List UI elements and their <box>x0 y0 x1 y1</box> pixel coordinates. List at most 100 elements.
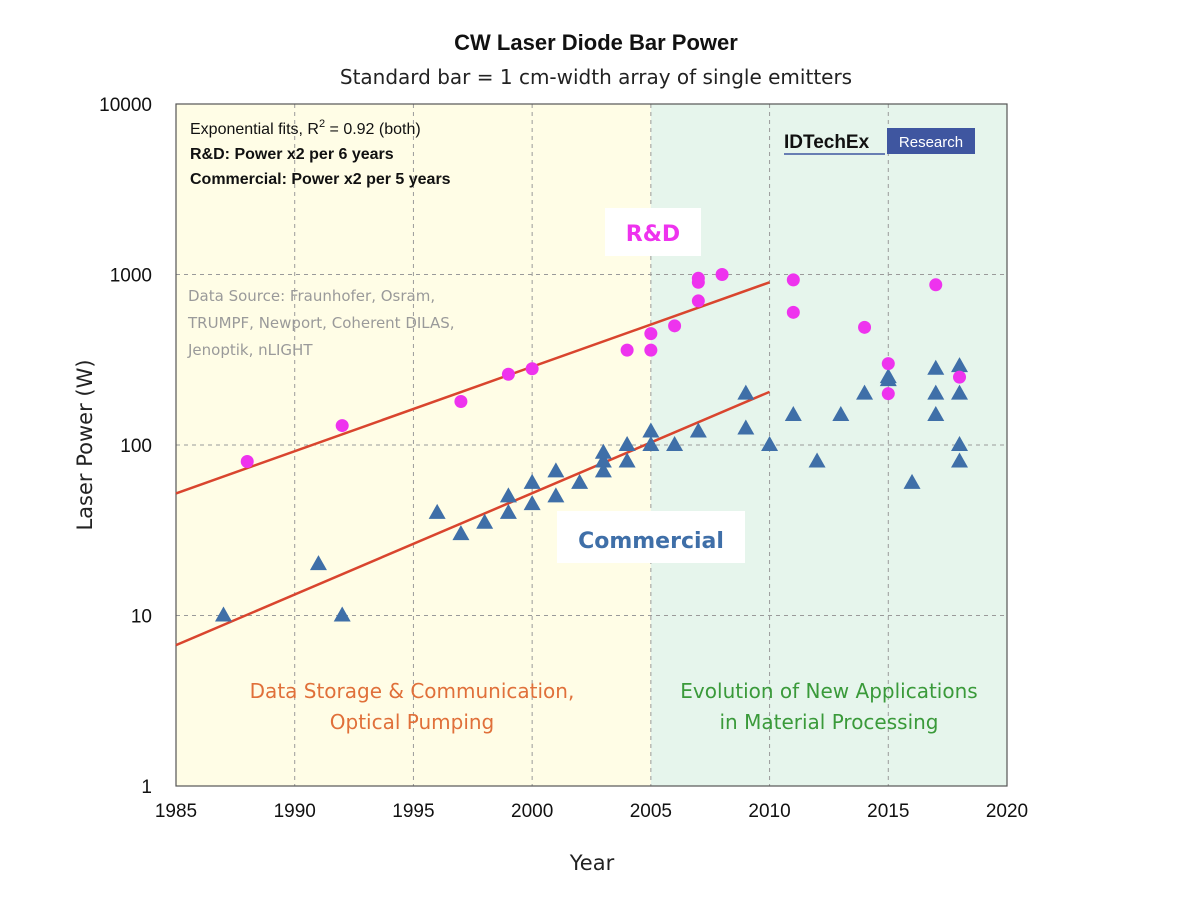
commercial-point <box>927 405 945 421</box>
fit-line <box>175 281 770 495</box>
commercial-label-box <box>557 511 745 563</box>
commercial-point <box>737 384 755 400</box>
fit-line <box>175 390 771 647</box>
commercial-point <box>428 503 446 519</box>
commercial-point <box>951 357 969 373</box>
rd-point <box>644 343 658 357</box>
x-axis-label: Year <box>569 851 615 875</box>
x-tick-label: 2020 <box>986 801 1028 822</box>
y-tick-label: 10 <box>131 607 152 628</box>
commercial-point <box>879 368 897 384</box>
rd-point <box>525 362 539 376</box>
chart-title: CW Laser Diode Bar Power <box>454 30 738 55</box>
commercial-point <box>832 405 850 421</box>
commercial-point <box>499 487 517 503</box>
rd-point <box>454 394 468 408</box>
fit-note-line2: R&D: Power x2 per 6 years <box>190 146 394 163</box>
rd-point <box>881 357 895 371</box>
rd-point <box>620 343 634 357</box>
logo-tag-background <box>887 128 975 154</box>
commercial-point <box>927 359 945 375</box>
commercial-point <box>547 462 565 478</box>
commercial-point <box>642 422 660 438</box>
commercial-point <box>571 473 589 489</box>
fit-note-line3: Commercial: Power x2 per 5 years <box>190 171 451 188</box>
rd-point <box>929 278 943 292</box>
commercial-point <box>309 555 327 571</box>
commercial-point <box>808 452 826 468</box>
commercial-point <box>951 384 969 400</box>
y-axis-label: Laser Power (W) <box>73 359 97 530</box>
commercial-point <box>618 452 636 468</box>
data-marks <box>214 268 969 622</box>
fit-annotation: Exponential fits, R2 = 0.92 (both) R&D: … <box>190 118 451 188</box>
rd-point <box>501 367 515 381</box>
data-source-line3: Jenoptik, nLIGHT <box>187 341 313 359</box>
data-source-note: Data Source: Fraunhofer, Osram, TRUMPF, … <box>187 287 455 359</box>
y-tick-label: 10000 <box>99 95 152 116</box>
rd-point <box>691 294 705 308</box>
commercial-point <box>856 384 874 400</box>
x-tick-label: 1985 <box>155 801 197 822</box>
fit-lines <box>175 281 771 647</box>
commercial-point <box>666 436 684 451</box>
idtechex-logo: IDTechEx Research <box>784 128 975 155</box>
logo-tag: Research <box>899 134 963 151</box>
rd-point <box>691 271 705 285</box>
commercial-point <box>547 487 565 503</box>
axis-ticks: 1985 1990 1995 2000 2005 2010 2015 2020 1 10 100 10… <box>99 95 1028 822</box>
x-tick-label: 1990 <box>274 801 316 822</box>
x-tick-label: 2005 <box>630 801 672 822</box>
commercial-point <box>333 606 351 622</box>
region-label-right-line2: in Material Processing <box>720 710 939 734</box>
plot-frame <box>175 103 1008 787</box>
commercial-point <box>951 436 969 451</box>
commercial-point <box>499 503 517 519</box>
region-label-right-line1: Evolution of New Applications <box>680 679 977 703</box>
commercial-series-label: Commercial <box>578 529 724 554</box>
commercial-point <box>594 452 612 468</box>
rd-point <box>953 370 967 384</box>
rd-point <box>335 419 349 433</box>
commercial-point <box>903 473 921 489</box>
commercial-point <box>761 436 779 451</box>
rd-label-box <box>605 208 701 256</box>
commercial-point <box>618 436 636 451</box>
rd-point <box>715 268 729 281</box>
fit-note-line1: Exponential fits, R2 = 0.92 (both) <box>190 118 421 138</box>
rd-point <box>786 273 800 287</box>
commercial-point <box>476 513 494 529</box>
y-tick-label: 1 <box>141 777 152 798</box>
region-label-left-line2: Optical Pumping <box>330 710 495 734</box>
commercial-point <box>214 606 232 622</box>
commercial-point <box>594 443 612 459</box>
x-tick-label: 1995 <box>392 801 434 822</box>
commercial-point <box>523 473 541 489</box>
y-tick-label: 1000 <box>110 266 152 287</box>
data-source-line1: Data Source: Fraunhofer, Osram, <box>188 287 435 305</box>
rd-series-label: R&D <box>626 222 680 247</box>
x-tick-label: 2000 <box>511 801 553 822</box>
commercial-point <box>689 422 707 438</box>
commercial-point <box>927 384 945 400</box>
commercial-point <box>951 452 969 468</box>
rd-point <box>858 320 872 334</box>
commercial-point <box>737 419 755 435</box>
rd-point <box>644 327 658 341</box>
region-label-left-line1: Data Storage & Communication, <box>250 679 575 703</box>
rd-point <box>240 455 254 469</box>
commercial-point <box>642 436 660 451</box>
commercial-point <box>452 525 470 541</box>
x-tick-label: 2010 <box>748 801 790 822</box>
chart-subtitle: Standard bar = 1 cm-width array of singl… <box>340 65 852 89</box>
data-source-line2: TRUMPF, Newport, Coherent DILAS, <box>187 314 455 332</box>
commercial-point <box>594 462 612 478</box>
rd-point <box>786 305 800 319</box>
logo-name: IDTechEx <box>784 132 870 153</box>
y-tick-label: 100 <box>120 436 152 457</box>
rd-point <box>668 319 682 333</box>
x-tick-label: 2015 <box>867 801 909 822</box>
commercial-point <box>523 495 541 511</box>
commercial-point <box>784 405 802 421</box>
